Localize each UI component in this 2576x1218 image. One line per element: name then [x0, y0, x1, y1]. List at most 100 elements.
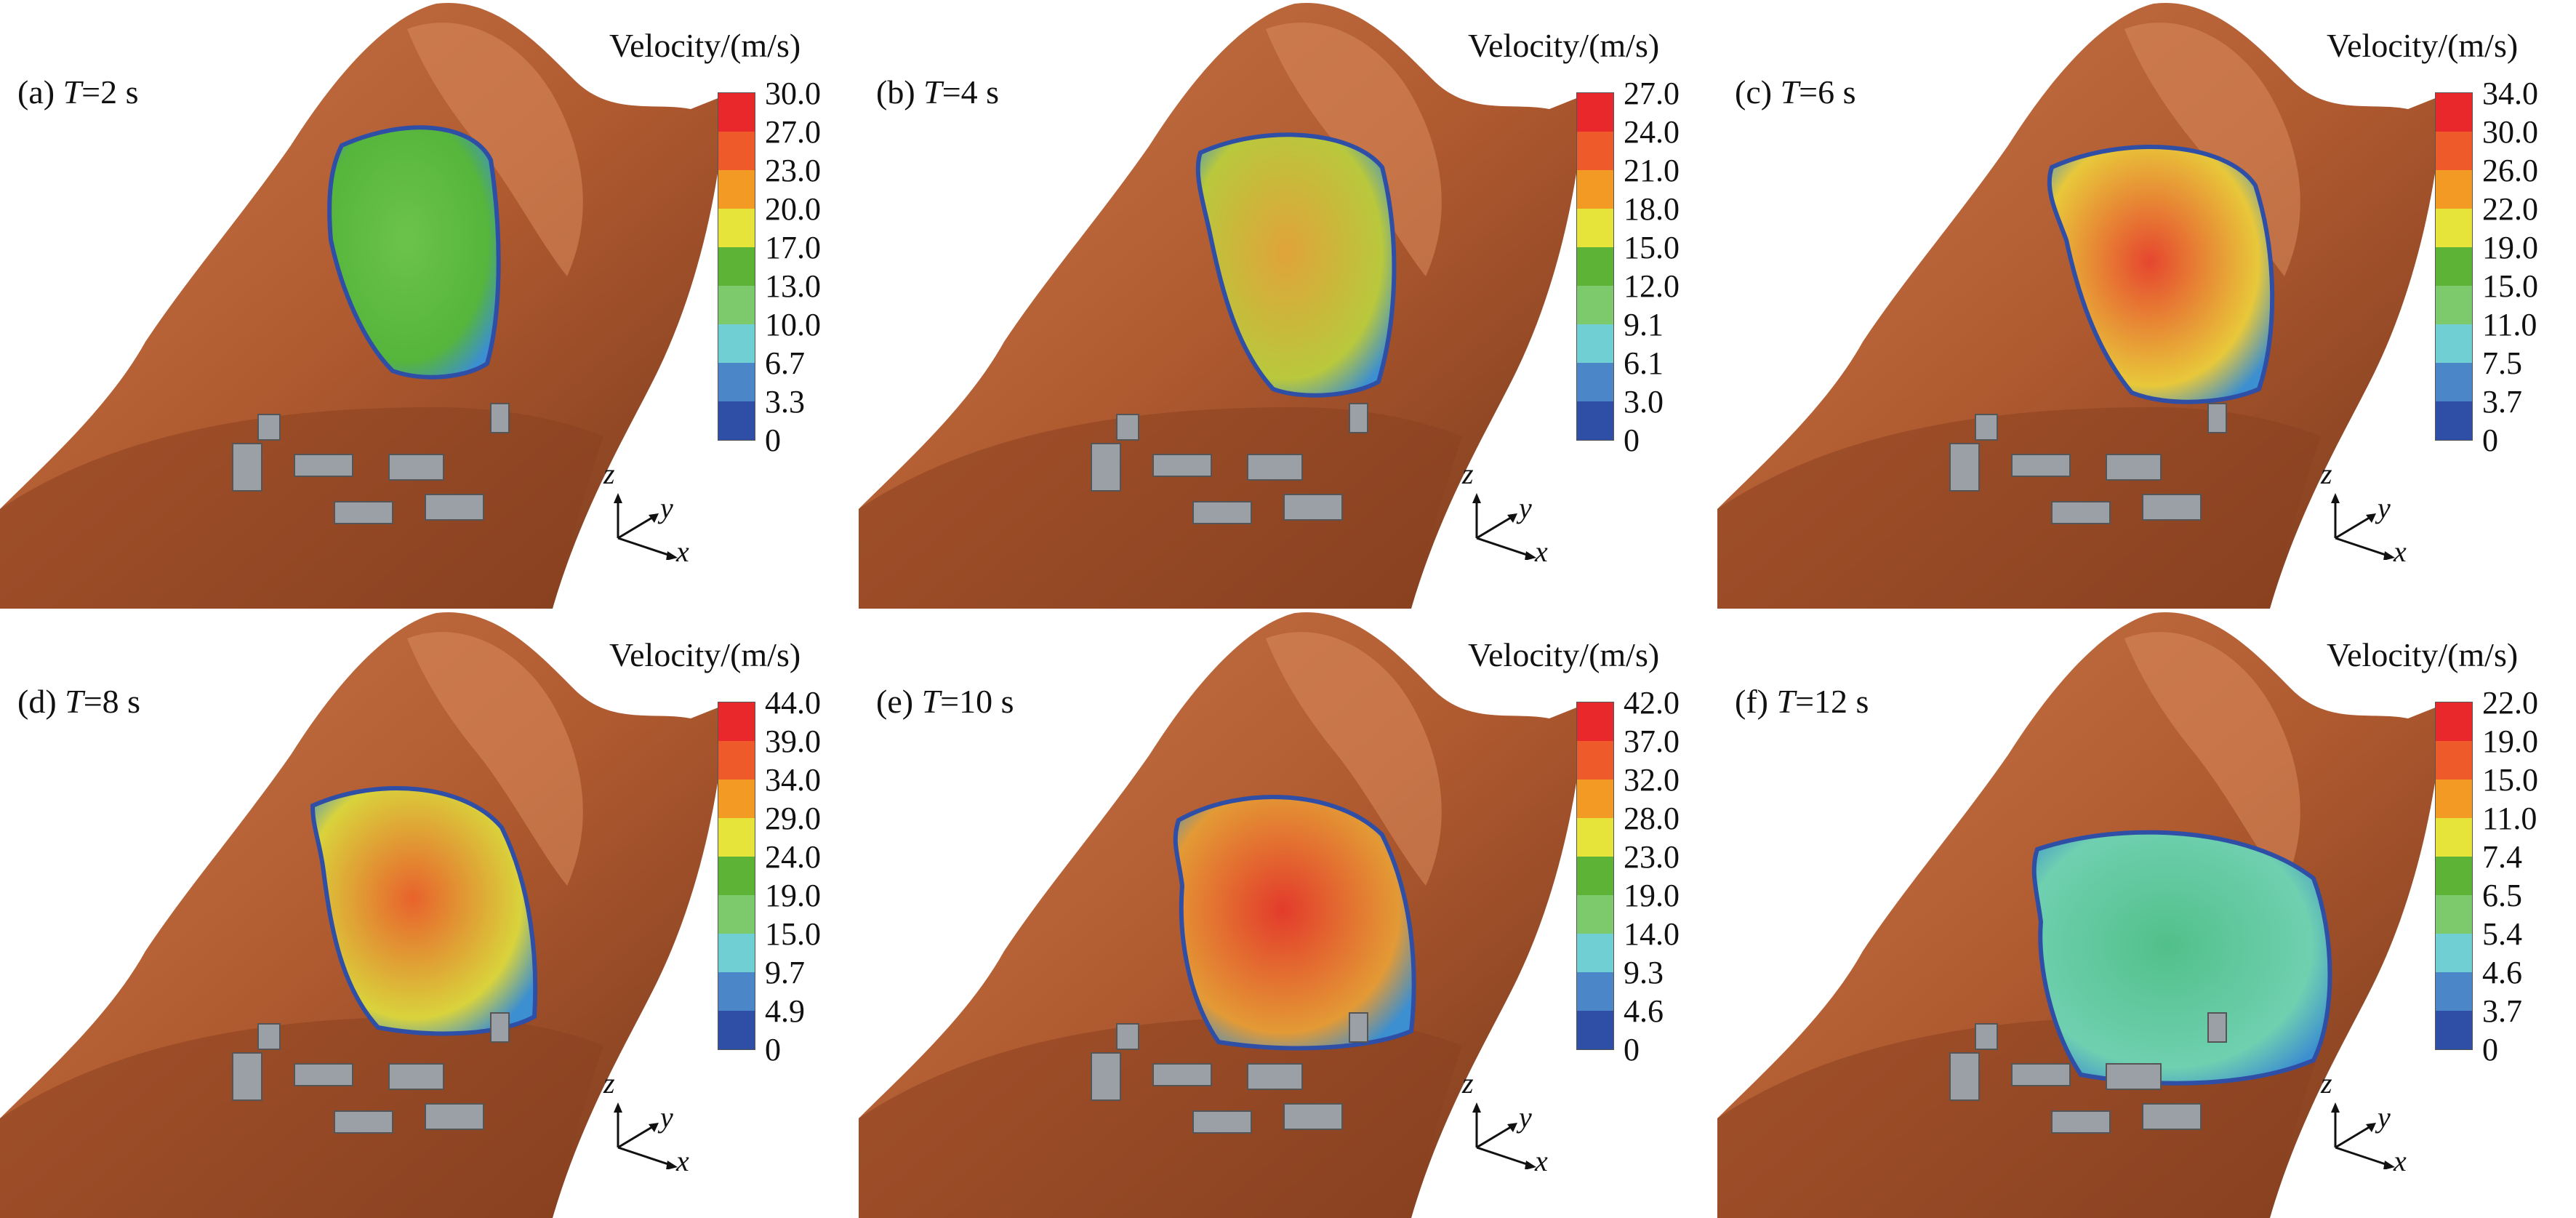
legend-tick-label: 15.0 [765, 916, 821, 952]
legend-tick-label: 18.0 [1624, 191, 1680, 227]
legend-tick-label: 32.0 [1624, 762, 1680, 798]
legend-tick-label: 14.0 [1624, 916, 1680, 952]
legend-tick-label: 23.0 [1624, 839, 1680, 875]
building-block [334, 501, 393, 524]
panel-label: (d) T=8 s [17, 682, 140, 721]
legend-tick-label: 22.0 [2482, 685, 2538, 721]
legend-tick-label: 24.0 [1624, 114, 1680, 150]
panel-label-prefix: (c) [1735, 73, 1781, 111]
building-block [1091, 443, 1121, 492]
building-block [1247, 1063, 1303, 1090]
panel-label-time: =6 s [1799, 73, 1856, 111]
landslide-flow [2031, 830, 2332, 1086]
legend-color-segment [718, 247, 755, 286]
legend-color-segment [2436, 895, 2472, 934]
legend-tick-label: 3.0 [1624, 384, 1664, 420]
terrain-render [859, 2, 1586, 609]
legend-tick-label: 20.0 [765, 191, 821, 227]
legend-color-bar [2435, 702, 2473, 1050]
legend-tick-label: 11.0 [2482, 307, 2537, 342]
panel-label-prefix: (e) [876, 683, 922, 720]
legend-color-segment [718, 1011, 755, 1049]
terrain-render [1717, 612, 2444, 1218]
legend-color-segment [1577, 702, 1613, 741]
legend-color-segment [2436, 972, 2472, 1011]
legend-color-segment [718, 209, 755, 247]
legend-color-bar [1576, 702, 1614, 1050]
axis-x-label: x [2394, 535, 2407, 568]
legend-tick-label: 24.0 [765, 839, 821, 875]
panel-b: (b) T=4 s Velocity/(m/s) 27.0 24.0 21.0 18.0 1… [859, 0, 1717, 609]
legend-tick-label: 42.0 [1624, 685, 1680, 721]
axis-z-label: z [2321, 457, 2332, 490]
legend-color-segment [2436, 401, 2472, 440]
legend-tick-label: 0 [765, 1032, 781, 1067]
legend-tick-label: 7.4 [2482, 839, 2522, 875]
building-block [1975, 414, 1998, 441]
building-block [294, 1063, 353, 1086]
building-block [257, 1023, 281, 1050]
axis-arrows [1472, 493, 1536, 561]
terrain-render [1717, 2, 2444, 609]
legend-tick-label: 15.0 [2482, 762, 2538, 798]
legend-tick-label: 21.0 [1624, 153, 1680, 188]
terrain-render [859, 612, 1586, 1218]
legend-color-segment [718, 286, 755, 324]
building-block [1949, 443, 1980, 492]
legend-tick-label: 12.0 [1624, 268, 1680, 304]
panel-label-prefix: (a) [17, 73, 63, 111]
legend-tick-label: 15.0 [2482, 268, 2538, 304]
axis-x-label: x [676, 1145, 689, 1177]
legend-color-segment [718, 972, 755, 1011]
legend-tick-label: 34.0 [765, 762, 821, 798]
panel-e: (e) T=10 s Velocity/(m/s) 42.0 37.0 32.0 28.0… [859, 609, 1717, 1218]
legend-color-segment [1577, 934, 1613, 972]
panel-label-prefix: (f) [1735, 683, 1777, 720]
legend-tick-label: 4.9 [765, 993, 805, 1029]
axis-y-label: y [1519, 1101, 1532, 1134]
panel-label-variable: T [1780, 73, 1799, 111]
landslide-flow [1173, 795, 1416, 1051]
legend-tick-label: 30.0 [765, 76, 821, 111]
axis-arrows [2331, 1102, 2395, 1170]
panel-label-variable: T [63, 73, 82, 111]
legend-title: Velocity/(m/s) [1468, 636, 1660, 673]
legend-color-segment [2436, 324, 2472, 363]
legend-color-segment [2436, 780, 2472, 818]
building-block [2207, 403, 2227, 433]
legend-tick-label: 17.0 [765, 230, 821, 265]
building-block [1349, 403, 1368, 433]
building-block [1283, 1103, 1343, 1130]
building-block [2051, 501, 2111, 524]
legend-title: Velocity/(m/s) [1468, 27, 1660, 64]
legend-tick-label: 5.4 [2482, 916, 2522, 952]
axis-y-label: y [660, 492, 673, 524]
legend-color-bar [718, 92, 755, 441]
building-block [425, 494, 484, 521]
legend-color-segment [2436, 363, 2472, 401]
legend-color-segment [1577, 857, 1613, 895]
legend-tick-label: 44.0 [765, 685, 821, 721]
legend-color-segment [2436, 741, 2472, 780]
building-block [2142, 1103, 2202, 1130]
legend-tick-label: 19.0 [2482, 724, 2538, 759]
panel-label: (a) T=2 s [17, 73, 139, 111]
legend-color-segment [1577, 209, 1613, 247]
legend-tick-label: 9.3 [1624, 955, 1664, 990]
legend-color-segment [718, 780, 755, 818]
axis-x-label: x [676, 535, 689, 568]
building-block [1091, 1052, 1121, 1101]
legend-tick-label: 23.0 [765, 153, 821, 188]
panel-label-time: =12 s [1795, 683, 1869, 720]
panel-label: (e) T=10 s [876, 682, 1014, 721]
legend-color-segment [2436, 857, 2472, 895]
legend-color-segment [718, 363, 755, 401]
landslide-flow [310, 786, 538, 1036]
legend-tick-label: 19.0 [765, 878, 821, 913]
legend-color-segment [718, 702, 755, 741]
legend-title: Velocity/(m/s) [609, 636, 801, 673]
legend-tick-label: 7.5 [2482, 345, 2522, 381]
legend-color-segment [718, 324, 755, 363]
axis-y-label: y [2378, 1101, 2391, 1134]
